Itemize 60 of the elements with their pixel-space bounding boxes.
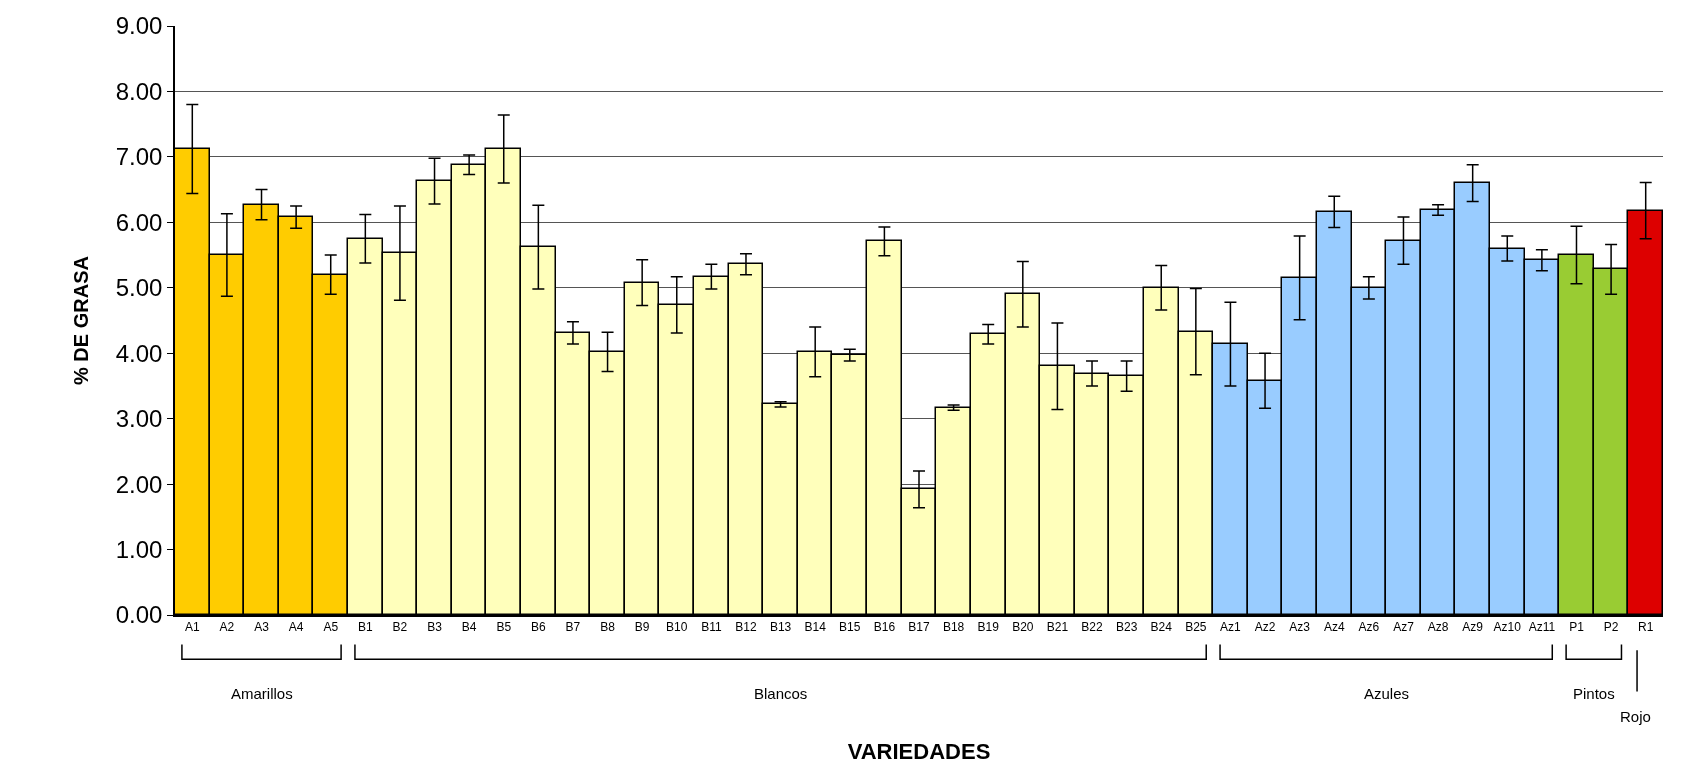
y-tick-label: 1.00	[115, 535, 163, 563]
x-tick-label: A2	[219, 620, 235, 635]
x-tick-label: B24	[1150, 620, 1173, 635]
y-tick-label: 9.00	[115, 12, 163, 40]
x-tick-label: A1	[184, 620, 200, 635]
x-tick-label: A5	[323, 620, 339, 635]
y-tick-label: 7.00	[115, 143, 163, 171]
x-tick-label: B9	[634, 620, 650, 635]
x-tick-label: B5	[496, 620, 512, 635]
x-tick-label: B4	[461, 620, 477, 635]
x-tick-label: B2	[392, 620, 408, 635]
y-tick-label: 3.00	[115, 405, 163, 433]
x-tick-label: Az4	[1323, 620, 1345, 635]
x-tick-label: Az7	[1393, 620, 1415, 635]
text: Blancos	[754, 685, 808, 702]
y-tick-label: 4.00	[115, 339, 163, 367]
text: Amarillos	[231, 685, 293, 702]
x-tick-label: B20	[1012, 620, 1034, 635]
x-tick-label: Az9	[1462, 620, 1484, 635]
x-tick-label: B17	[908, 620, 930, 635]
text: Azules	[1364, 685, 1410, 702]
x-tick-label: B12	[735, 620, 757, 635]
x-tick-label: Az1	[1220, 620, 1242, 635]
text: Rojo	[1620, 708, 1651, 725]
x-tick-label: Az6	[1358, 620, 1380, 635]
y-tick-label: 2.00	[115, 470, 163, 498]
x-tick-label: B19	[977, 620, 1000, 635]
x-tick-label: B3	[427, 620, 443, 635]
x-tick-label: A4	[288, 620, 304, 635]
x-tick-label: R1	[1638, 620, 1654, 635]
x-tick-label: P2	[1603, 620, 1619, 635]
x-tick-label: B1	[357, 620, 373, 635]
x-tick-label: B6	[531, 620, 547, 635]
x-tick-label: B23	[1115, 620, 1138, 635]
x-tick-label: Az10	[1493, 620, 1522, 635]
x-tick-label: B22	[1081, 620, 1104, 635]
x-tick-label: Az3	[1289, 620, 1311, 635]
x-tick-label: A3	[254, 620, 270, 635]
x-tick-label: Az11	[1528, 620, 1556, 635]
x-tick-label: B11	[701, 620, 722, 635]
y-tick-label: 6.00	[115, 208, 163, 236]
x-tick-label: B15	[839, 620, 861, 635]
x-tick-label: B14	[804, 620, 827, 635]
x-axis-title: VARIEDADES	[847, 738, 991, 764]
y-tick-label: 5.00	[115, 274, 163, 302]
x-tick-label: B13	[769, 620, 792, 635]
y-axis-title: % DE GRASA	[69, 256, 92, 385]
x-tick-label: B18	[942, 620, 965, 635]
x-tick-label: B8	[600, 620, 616, 635]
x-tick-label: Az2	[1254, 620, 1276, 635]
x-tick-label: P1	[1569, 620, 1585, 635]
x-tick-label: B25	[1185, 620, 1207, 635]
x-tick-label: B21	[1046, 620, 1069, 635]
x-tick-label: B16	[873, 620, 896, 635]
y-tick-label: 8.00	[115, 77, 163, 105]
text: Pintos	[1573, 685, 1615, 702]
x-tick-label: B7	[565, 620, 581, 635]
y-tick-label: 0.00	[115, 601, 163, 629]
x-tick-label: Az8	[1427, 620, 1449, 635]
x-tick-label: B10	[666, 620, 688, 635]
